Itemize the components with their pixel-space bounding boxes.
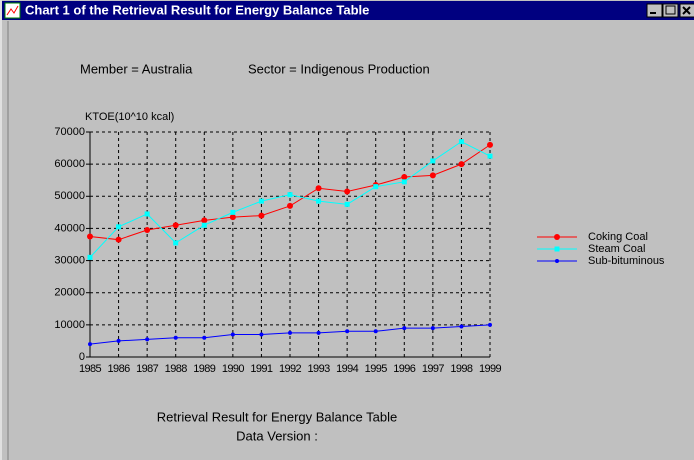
data-point [373,329,378,334]
data-point [373,184,379,190]
legend-label: Sub-bituminous [588,255,665,267]
data-point [488,322,492,327]
x-tick-label: 1986 [108,363,131,375]
x-tick-label: 1996 [393,363,416,375]
data-point [230,209,236,215]
window-icon-line [6,5,19,16]
data-point [316,198,322,204]
x-tick-label: 1991 [250,363,273,375]
y-tick-label: 30000 [54,254,85,266]
subtitle: Sector = Indigenous Production [248,61,430,76]
data-point [316,330,321,335]
data-point [401,174,408,180]
legend-marker [554,246,560,252]
x-tick-label: 1999 [479,363,502,375]
data-point [229,214,236,221]
x-tick-label: 1997 [422,363,445,375]
x-tick-label: 1990 [222,363,245,375]
data-point [287,202,293,209]
data-point [429,172,436,179]
data-point [430,326,435,331]
data-point [116,338,121,343]
y-tick-label: 70000 [54,126,85,138]
data-point [401,179,407,185]
legend-marker [555,259,559,263]
y-tick-label: 20000 [54,287,85,299]
x-tick-label: 1994 [336,363,359,375]
data-point [145,337,150,342]
data-point [202,335,207,340]
data-point [344,188,351,195]
data-point [87,254,93,260]
legend-label: Coking Coal [588,231,648,243]
data-point [315,185,322,192]
y-axis-label: KTOE(10^10 kcal) [85,111,174,123]
x-tick-label: 1985 [79,363,102,375]
legend-label: Steam Coal [588,243,645,255]
y-tick-label: 40000 [54,222,85,234]
data-point [345,329,350,334]
footer-text: Retrieval Result for Energy Balance Tabl… [157,409,397,424]
data-point [144,227,151,234]
x-tick-label: 1993 [308,363,331,375]
data-point [258,212,265,219]
data-point [402,326,407,331]
y-tick-label: 60000 [54,158,85,170]
data-point [172,222,179,229]
data-point [459,324,464,329]
y-tick-label: 50000 [54,190,85,202]
data-point [487,141,493,148]
data-point [88,342,92,347]
footer-text: Data Version : [236,428,318,443]
data-point [288,330,292,335]
data-point [458,139,464,145]
data-point [116,224,122,230]
window-title: Chart 1 of the Retrieval Result for Ener… [25,2,369,17]
x-tick-label: 1998 [450,363,473,375]
x-tick-label: 1992 [279,363,302,375]
data-point [258,198,264,204]
data-point [287,192,293,198]
data-point [201,217,208,224]
x-tick-label: 1988 [165,363,188,375]
data-point [201,222,207,228]
x-tick-label: 1987 [136,363,159,375]
x-tick-label: 1995 [365,363,388,375]
close-icon [682,6,691,15]
x-tick-label: 1989 [193,363,216,375]
data-point [115,236,122,243]
data-point [487,153,493,159]
data-point [259,332,264,337]
legend-marker [554,234,560,240]
subtitle: Member = Australia [80,61,193,76]
data-point [87,233,93,240]
data-point [344,201,350,207]
y-tick-label: 0 [79,351,85,363]
data-point [173,335,178,340]
data-point [144,211,150,217]
title-bar [2,1,694,20]
minimize-button[interactable] [646,3,663,18]
data-point [173,240,179,246]
maximize-icon [665,5,676,15]
data-point [230,332,235,337]
y-tick-label: 10000 [54,319,85,331]
data-point [458,161,465,168]
data-point [430,158,436,164]
